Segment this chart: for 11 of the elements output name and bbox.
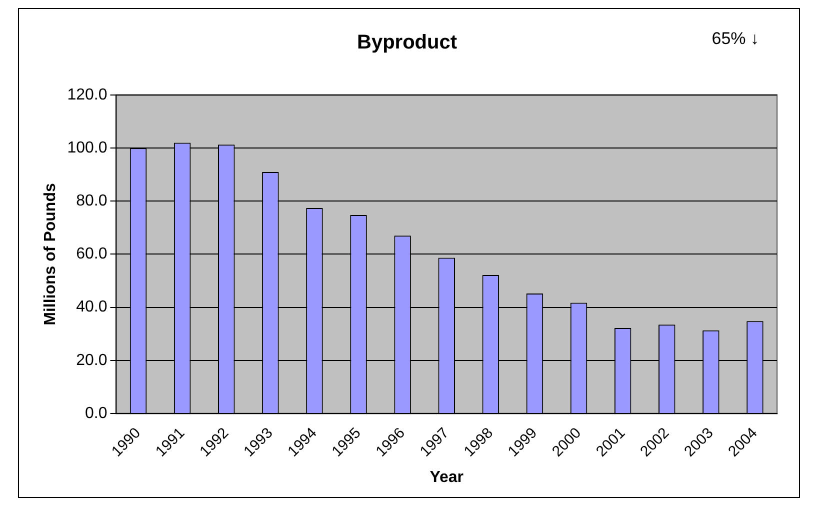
y-axis-title: Millions of Pounds <box>42 183 60 326</box>
y-tick-label: 80.0 <box>76 192 108 210</box>
y-tick-label: 40.0 <box>76 298 108 316</box>
y-tick-label: 0.0 <box>84 404 108 422</box>
y-tick-label: 100.0 <box>67 139 108 156</box>
y-tick-label: 120.0 <box>67 86 108 104</box>
chart-title: Byproduct <box>357 32 458 54</box>
y-tick-label: 20.0 <box>76 352 108 369</box>
text: 65% ↓ <box>712 29 759 49</box>
x-axis-title: Year <box>430 468 464 486</box>
y-tick-label: 60.0 <box>76 246 108 263</box>
